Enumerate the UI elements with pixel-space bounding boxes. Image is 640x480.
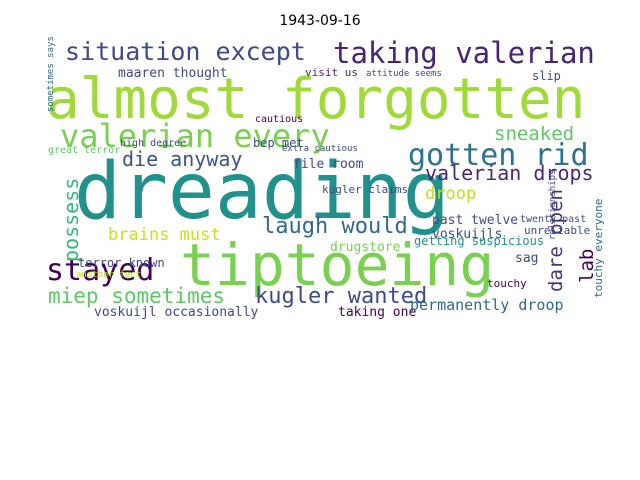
word: file room <box>293 157 364 172</box>
word: voskuijl occasionally <box>94 305 259 320</box>
word: permanently droop <box>410 296 564 314</box>
word: kugler claims <box>322 183 408 196</box>
plot-area <box>42 34 612 318</box>
word: relationships <box>548 170 558 240</box>
word: lab <box>576 249 598 283</box>
word: extra cautious <box>282 144 358 154</box>
word: dare open <box>545 189 567 292</box>
word: tiptoeing <box>180 231 494 299</box>
word: brains must <box>108 225 221 245</box>
word: sag <box>515 251 538 266</box>
word: valerian every <box>60 117 330 155</box>
word: visit us <box>305 66 358 79</box>
word: possess <box>59 178 83 262</box>
word: getting suspicious <box>414 234 544 248</box>
word: laugh would <box>262 214 408 239</box>
word: gotten rid <box>408 138 589 173</box>
word: cautious <box>255 114 303 125</box>
word: die anyway <box>122 147 242 171</box>
word: past twelve <box>432 213 518 228</box>
word: high degree <box>120 138 186 149</box>
word: twenty past <box>520 214 586 225</box>
word: touchy everyone <box>592 199 605 298</box>
word: miep sometimes <box>48 284 225 308</box>
word: sneaked <box>494 123 574 145</box>
word: terror known <box>78 256 165 270</box>
word: situation except <box>65 37 306 66</box>
word: unreliable <box>524 224 590 237</box>
word: bep met <box>253 136 304 150</box>
word: attitude seems <box>366 69 442 79</box>
word: taking one <box>338 305 416 320</box>
word: almost forgotten <box>46 67 585 132</box>
word: voskuijls <box>432 227 502 242</box>
word: taking valerian <box>333 36 595 70</box>
word: maaren thought <box>118 66 228 81</box>
word: slip <box>532 69 561 83</box>
word: dreading <box>74 147 450 237</box>
word: another fact <box>76 270 141 280</box>
word: touchy <box>487 277 527 290</box>
word: great terror <box>48 145 120 156</box>
word: kugler wanted <box>255 284 427 309</box>
word: droop <box>425 184 476 204</box>
word: sometimes says <box>46 36 56 112</box>
word: drugstore <box>330 240 401 255</box>
word: stayed <box>46 253 154 288</box>
chart-title: 1943-09-16 <box>279 13 360 29</box>
word: valerian drops <box>425 161 594 185</box>
